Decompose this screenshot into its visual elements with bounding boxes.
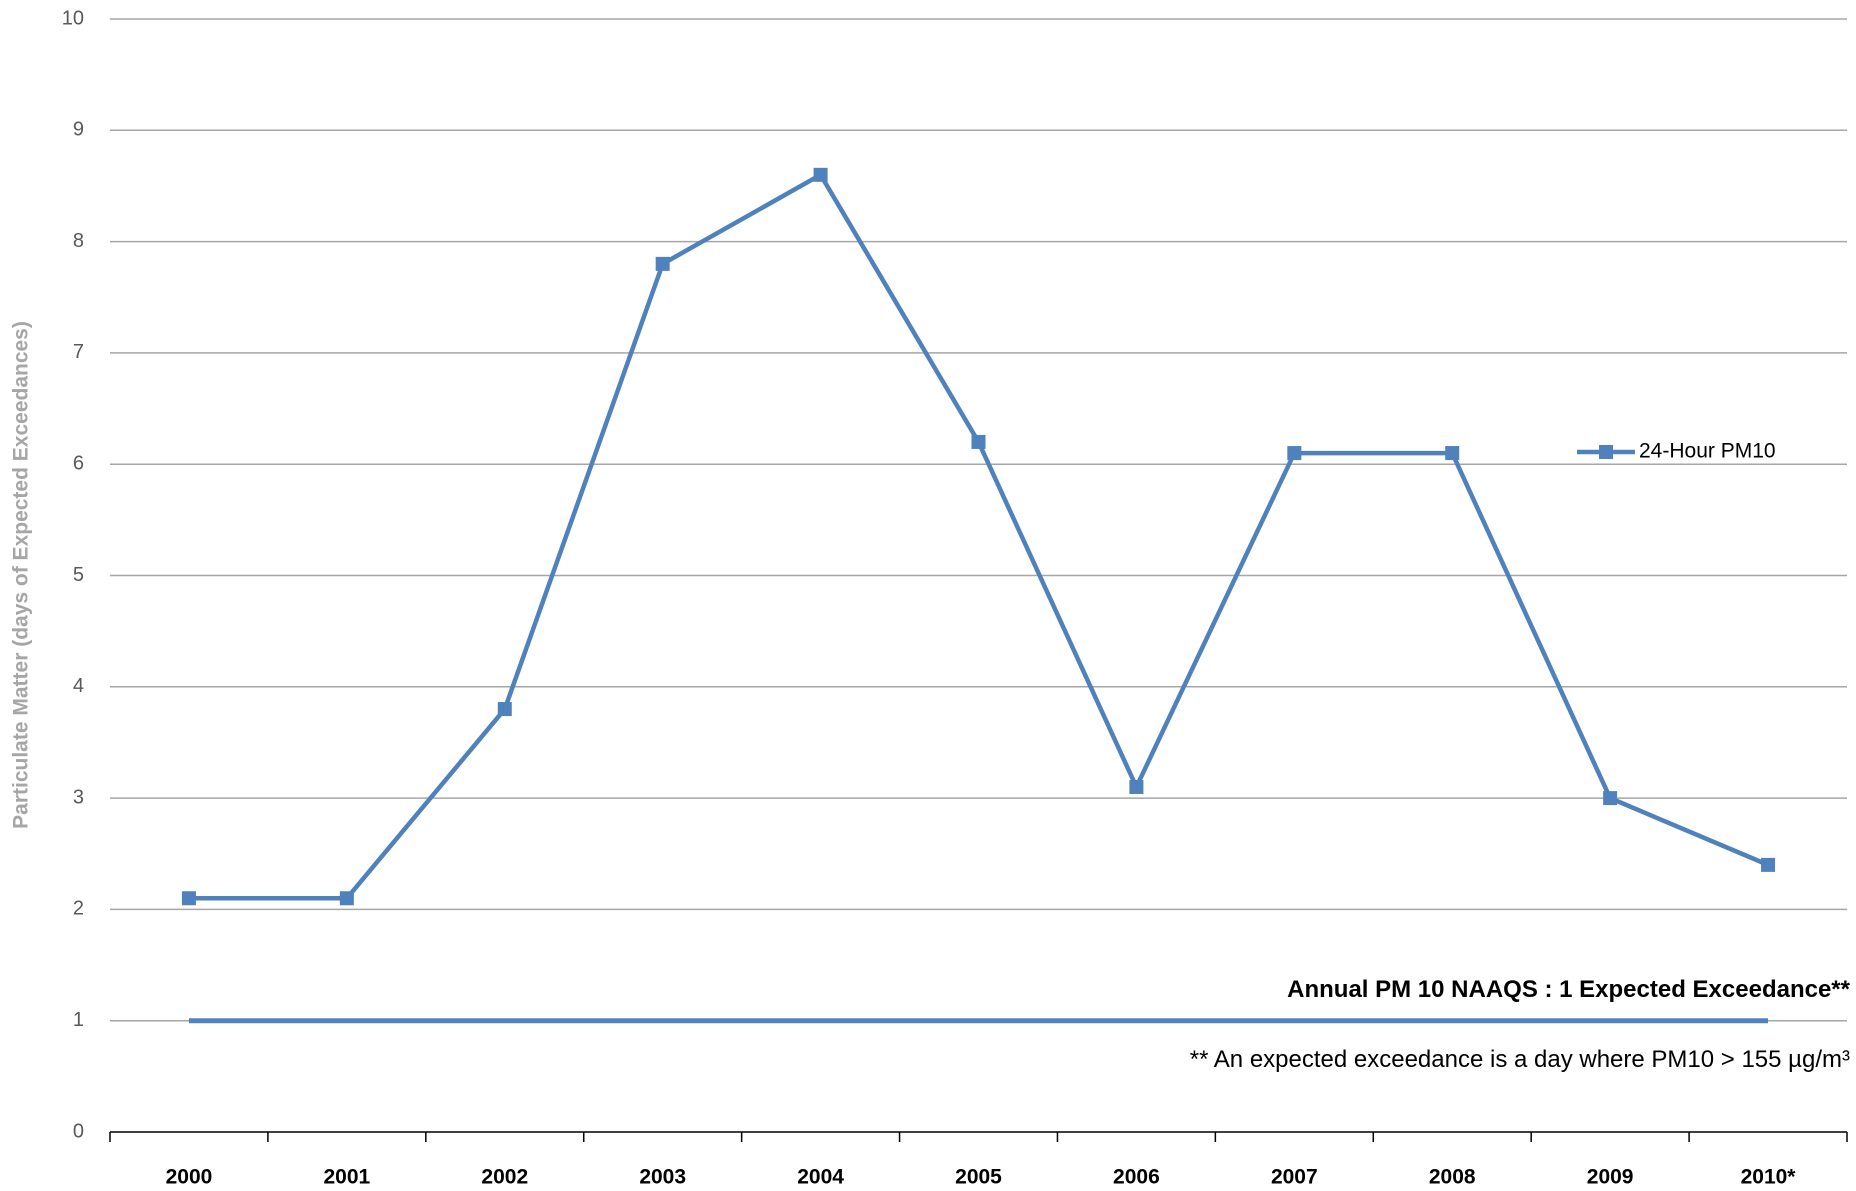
y-tick-label: 9 (73, 119, 84, 141)
x-tick-label: 2000 (166, 1166, 213, 1189)
point-marker (1287, 446, 1302, 461)
point-marker (1445, 446, 1460, 461)
y-axis-label: Particulate Matter (days of Expected Exc… (10, 321, 33, 829)
point-marker (1129, 779, 1144, 794)
x-tick-label: 2002 (481, 1166, 528, 1189)
y-tick-label: 5 (73, 564, 84, 586)
x-tick-label: 2004 (797, 1166, 844, 1189)
legend-marker (1599, 445, 1613, 459)
series-line (188, 171, 1769, 901)
x-tick-label: 2007 (1271, 1166, 1318, 1189)
y-tick-label: 3 (73, 786, 84, 808)
y-tick-label: 1 (73, 1009, 84, 1031)
y-tick-label: 4 (73, 675, 84, 697)
point-marker (497, 702, 512, 717)
point-marker (813, 167, 828, 182)
reference-label: Annual PM 10 NAAQS : 1 Expected Exceedan… (1287, 976, 1851, 1003)
y-tick-label: 2 (73, 898, 84, 920)
y-tick-label: 10 (62, 7, 84, 29)
point-marker (339, 891, 354, 906)
y-tick-label: 8 (73, 230, 84, 252)
point-marker (971, 434, 986, 449)
y-tick-label: 0 (73, 1120, 84, 1142)
x-tick-label: 2010* (1741, 1166, 1797, 1189)
legend-label: 24-Hour PM10 (1639, 440, 1776, 463)
point-marker (655, 256, 670, 271)
point-marker (181, 891, 196, 906)
x-tick-label: 2009 (1587, 1166, 1634, 1189)
y-tick-label: 6 (73, 452, 84, 474)
point-marker (1603, 791, 1618, 806)
x-tick-label: 2008 (1429, 1166, 1476, 1189)
x-tick-label: 2006 (1113, 1166, 1160, 1189)
footnote: ** An expected exceedance is a day where… (1190, 1046, 1850, 1073)
x-tick-label: 2001 (324, 1166, 371, 1189)
y-tick-label: 7 (73, 341, 84, 363)
x-tick-label: 2005 (955, 1166, 1002, 1189)
x-tick-label: 2003 (639, 1166, 686, 1189)
point-marker (1761, 857, 1776, 872)
